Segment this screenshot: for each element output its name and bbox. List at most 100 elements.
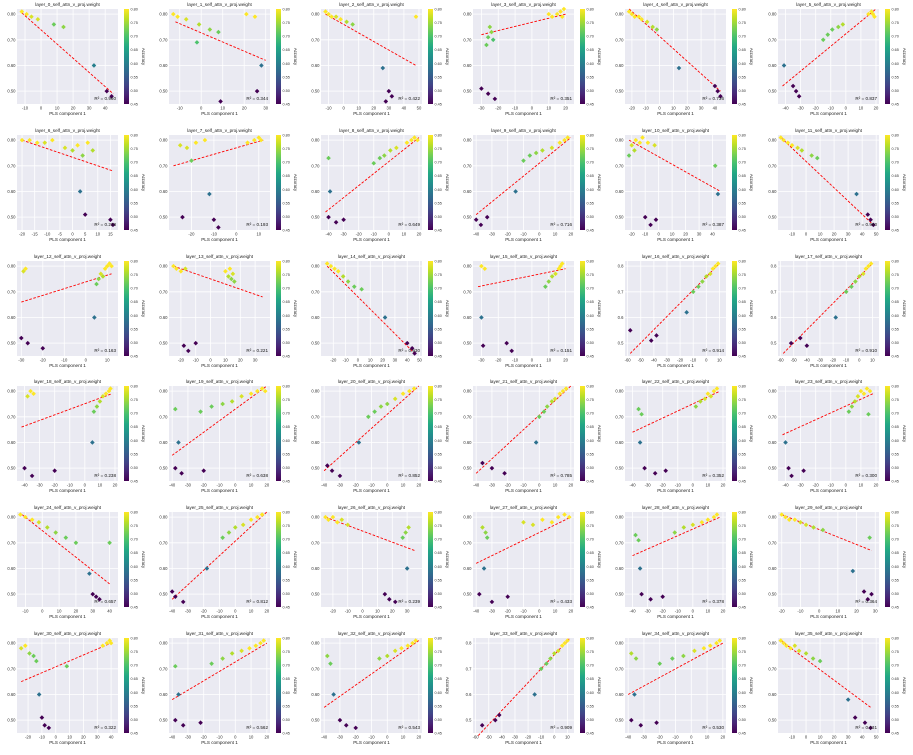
y-tick-label: 0.50	[7, 718, 16, 723]
colorbar-tick-label: 0.60	[435, 565, 442, 569]
colorbar-tick-label: 0.55	[283, 704, 290, 708]
colorbar-tick-label: 0.45	[435, 732, 442, 736]
colorbar-tick-label: 0.65	[892, 677, 899, 681]
colorbar-tick-label: 0.80	[587, 260, 594, 264]
data-point	[681, 653, 686, 659]
x-tick-label: -30	[512, 735, 519, 740]
subplot-title: layer_27_self_attn_v_proj.weight	[490, 505, 558, 510]
colorbar-tick-label: 0.60	[587, 439, 594, 443]
colorbar	[885, 386, 890, 481]
data-point	[345, 522, 351, 528]
data-point	[788, 340, 794, 346]
x-axis-label: PLS component 1	[353, 363, 390, 368]
colorbar-tick-label: 0.60	[587, 188, 594, 192]
colorbar-tick-label: 0.75	[131, 147, 138, 151]
colorbar-label: Accuracy	[141, 551, 146, 569]
data-point	[63, 535, 69, 540]
colorbar-tick-label: 0.75	[892, 398, 899, 402]
x-tick-label: -10	[343, 358, 350, 363]
x-axis-label: PLS component 1	[49, 363, 86, 368]
subplot-title: layer_32_self_attn_v_proj.weight	[338, 631, 406, 636]
x-tick-label: -30	[798, 106, 805, 111]
trend-line	[171, 642, 268, 701]
colorbar	[885, 135, 890, 230]
y-tick-label: 0.80	[7, 389, 16, 394]
x-tick-label: -30	[478, 106, 485, 111]
x-axis-label: PLS component 1	[657, 111, 694, 116]
y-tick-label: 0.60	[463, 566, 472, 571]
colorbar	[885, 638, 890, 733]
x-tick-label: 15	[108, 232, 113, 237]
data-point	[220, 535, 225, 540]
colorbar	[276, 9, 281, 104]
x-axis-label: PLS component 1	[201, 111, 238, 116]
x-tick-label: -10	[520, 483, 527, 488]
x-tick-label: 20	[417, 735, 422, 740]
data-point	[64, 663, 70, 669]
data-point	[633, 532, 638, 538]
data-point	[714, 386, 720, 391]
x-tick-label: 0	[692, 609, 695, 614]
x-tick-label: 20	[81, 735, 86, 740]
subplot-title: layer_8_self_attn_v_proj.weight	[339, 128, 404, 133]
x-tick-label: -10	[789, 735, 796, 740]
y-tick-label: 0.70	[311, 289, 320, 294]
colorbar	[732, 135, 737, 230]
x-tick-label: -10	[512, 106, 519, 111]
x-tick-label: -10	[520, 232, 527, 237]
data-point	[400, 535, 405, 540]
subplot: layer_28_self_attn_v_proj.weight 0.50 0.60…	[615, 505, 754, 619]
data-point	[107, 261, 112, 266]
y-tick-label: 0.50	[159, 215, 168, 220]
x-tick-label: 40	[710, 232, 715, 237]
subplot: layer_21_self_attn_v_proj.weight 0.50 0.60…	[463, 379, 602, 493]
colorbar-tick-label: 0.50	[892, 592, 899, 596]
data-point	[530, 522, 536, 528]
x-axis-label: PLS component 1	[49, 488, 86, 493]
data-point	[387, 596, 392, 602]
data-point	[90, 591, 96, 597]
y-tick-label: 0.70	[311, 666, 320, 671]
colorbar-tick-label: 0.55	[131, 327, 138, 331]
x-tick-label: -40	[630, 483, 637, 488]
y-tick-label: 0.60	[159, 63, 168, 68]
data-point	[104, 263, 110, 269]
x-tick-label: -10	[371, 232, 378, 237]
x-axis-label: PLS component 1	[49, 614, 86, 619]
colorbar-tick-label: 0.65	[435, 677, 442, 681]
x-axis-label: PLS component 1	[657, 363, 694, 368]
data-point	[872, 14, 877, 20]
colorbar-tick-label: 0.80	[131, 8, 138, 12]
data-point	[660, 594, 665, 600]
r2-label: R² = 0.736	[702, 96, 724, 101]
data-point	[627, 328, 633, 333]
colorbar-tick-label: 0.55	[587, 704, 594, 708]
x-tick-label: -10	[789, 232, 796, 237]
subplot-title: layer_0_self_attn_v_proj.weight	[35, 2, 100, 7]
colorbar-label: Accuracy	[445, 300, 450, 318]
y-tick-label: 0.60	[615, 63, 624, 68]
colorbar-label: Accuracy	[749, 48, 754, 66]
colorbar-tick-label: 0.80	[892, 385, 899, 389]
y-tick-label: 0.50	[768, 466, 777, 471]
data-point	[549, 274, 555, 279]
data-point	[207, 27, 213, 32]
colorbar-label: Accuracy	[293, 551, 298, 569]
data-point	[790, 83, 796, 89]
data-point	[626, 153, 632, 158]
y-tick-label: 0.60	[615, 440, 624, 445]
x-tick-label: 10	[98, 483, 103, 488]
x-tick-label: -40	[321, 483, 328, 488]
plot-area	[625, 512, 726, 607]
y-tick-label: 0.80	[159, 12, 168, 17]
data-point	[22, 465, 27, 471]
x-tick-label: 50	[417, 106, 422, 111]
x-tick-label: -10	[828, 483, 835, 488]
r2-label: R² = 0.193	[246, 222, 268, 227]
data-point	[650, 24, 655, 30]
y-tick-label: 0.60	[768, 189, 777, 194]
y-tick-label: 0.60	[311, 566, 320, 571]
y-tick-label: 0.50	[159, 89, 168, 94]
colorbar-tick-label: 0.55	[892, 704, 899, 708]
y-tick-label: 0.70	[159, 289, 168, 294]
